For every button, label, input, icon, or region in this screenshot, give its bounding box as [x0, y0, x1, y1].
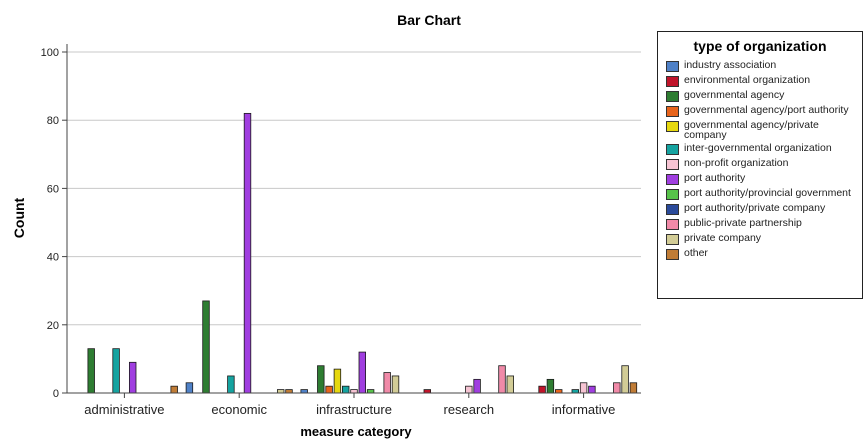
- bar: [629, 382, 638, 394]
- legend-label: governmental agency: [684, 89, 785, 101]
- legend-label: environmental organization: [684, 74, 811, 86]
- bar: [358, 351, 366, 394]
- bar: [571, 389, 579, 394]
- legend-label: other: [684, 247, 708, 259]
- bar: [170, 385, 178, 394]
- legend-title: type of organization: [693, 38, 827, 54]
- legend-item: governmental agency: [666, 90, 860, 102]
- bar: [538, 385, 546, 394]
- bar: [128, 361, 137, 394]
- bar: [317, 365, 325, 394]
- bar: [300, 389, 308, 394]
- legend-items: industry association environmental organi…: [658, 60, 862, 260]
- legend-item: governmental agency/port authority: [666, 105, 860, 117]
- y-tick-label: 100: [41, 47, 59, 59]
- legend-label: port authority: [684, 172, 746, 184]
- bar: [87, 348, 95, 394]
- x-tick-label: administrative: [84, 402, 164, 417]
- legend-item: port authority/provincial government: [666, 188, 860, 200]
- bar: [473, 378, 481, 394]
- bar: [112, 348, 120, 394]
- legend-item: environmental organization: [666, 75, 860, 87]
- y-axis-label: Count: [11, 197, 27, 238]
- bar: [588, 385, 596, 394]
- legend: type of organization industry associatio…: [657, 31, 863, 299]
- legend-swatch: [666, 91, 679, 102]
- bar: [579, 382, 588, 394]
- y-tick-label: 60: [47, 183, 59, 195]
- x-tick-label: infrastructure: [316, 402, 392, 417]
- bar: [243, 112, 252, 394]
- legend-label: private company: [684, 232, 762, 244]
- bar: [621, 365, 629, 394]
- legend-item: other: [666, 248, 860, 260]
- legend-label: governmental agency/port authority: [684, 104, 849, 116]
- bar: [465, 385, 473, 394]
- bar: [185, 382, 194, 394]
- x-tick-label: economic: [211, 402, 267, 417]
- legend-item: public-private partnership: [666, 218, 860, 230]
- bar: [555, 389, 563, 394]
- bar: [350, 389, 358, 394]
- bar: [391, 375, 400, 394]
- legend-swatch: [666, 174, 679, 185]
- legend-label: industry association: [684, 59, 777, 71]
- legend-label: port authority/private company: [684, 202, 826, 214]
- legend-swatch: [666, 159, 679, 170]
- bar: [227, 375, 235, 394]
- legend-swatch: [666, 106, 679, 117]
- bar: [383, 372, 391, 394]
- legend-swatch: [666, 204, 679, 215]
- bar: [498, 365, 506, 394]
- bar: [325, 385, 333, 394]
- bar: [546, 378, 555, 394]
- bar: [333, 368, 342, 394]
- legend-item: non-profit organization: [666, 158, 860, 170]
- legend-swatch: [666, 249, 679, 260]
- legend-label: inter-governmental organization: [684, 142, 832, 154]
- legend-label: non-profit organization: [684, 157, 789, 169]
- y-tick-label: 80: [47, 115, 59, 127]
- legend-swatch: [666, 219, 679, 230]
- y-tick-label: 40: [47, 252, 59, 264]
- bar: [423, 389, 431, 394]
- bar: [341, 385, 350, 394]
- legend-item: port authority: [666, 173, 860, 185]
- legend-label: port authority/provincial government: [684, 187, 851, 199]
- y-tick-label: 0: [53, 388, 59, 400]
- legend-label: governmental agency/private company: [684, 119, 819, 141]
- bar: [613, 382, 621, 394]
- legend-swatch: [666, 121, 679, 132]
- legend-item: inter-governmental organization: [666, 143, 860, 155]
- x-tick-label: informative: [552, 402, 616, 417]
- y-tick-label: 20: [47, 320, 59, 332]
- legend-swatch: [666, 234, 679, 245]
- chart-title: Bar Chart: [397, 12, 461, 28]
- legend-swatch: [666, 144, 679, 155]
- bar: [276, 389, 285, 394]
- legend-swatch: [666, 61, 679, 72]
- bar: [285, 389, 293, 394]
- legend-item: governmental agency/private company: [666, 120, 860, 140]
- bar: [506, 375, 514, 394]
- legend-item: private company: [666, 233, 860, 245]
- legend-item: port authority/private company: [666, 203, 860, 215]
- x-axis-label: measure category: [300, 424, 412, 439]
- legend-swatch: [666, 76, 679, 87]
- bar: [366, 389, 375, 394]
- legend-swatch: [666, 189, 679, 200]
- x-tick-label: research: [444, 402, 495, 417]
- bar: [202, 300, 210, 394]
- legend-label: public-private partnership: [684, 217, 802, 229]
- legend-item: industry association: [666, 60, 860, 72]
